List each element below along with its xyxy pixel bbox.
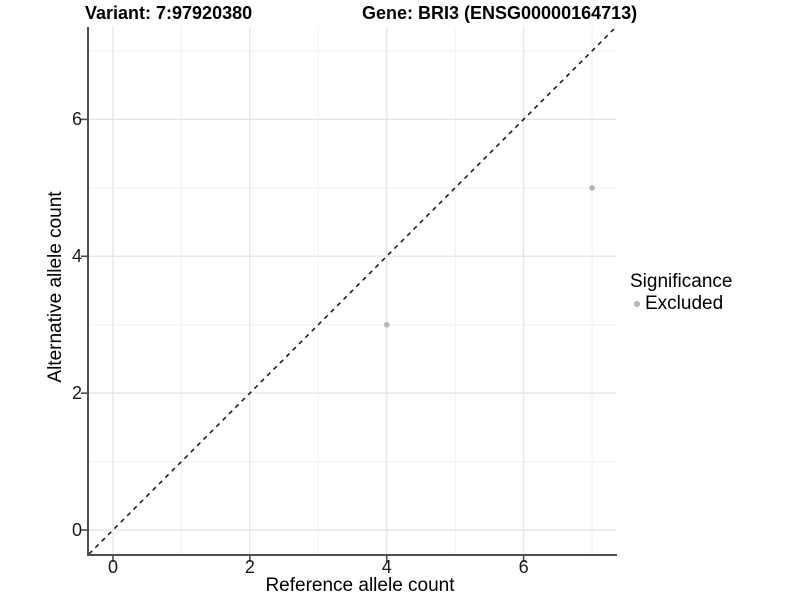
x-tick-label-6: 6 (518, 557, 529, 577)
y-tick-label-4: 4 (71, 246, 82, 267)
legend-item-label: Excluded (645, 293, 724, 314)
x-tick-label-4: 4 (381, 557, 392, 577)
excluded-point-icon (634, 301, 640, 307)
identity-reference-line (88, 26, 617, 555)
y-tick-label-0: 0 (71, 520, 82, 541)
x-tick-label-2: 2 (244, 557, 255, 577)
legend-item-excluded: Excluded (630, 293, 732, 315)
gene-title: Gene: BRI3 (ENSG00000164713) (362, 3, 638, 23)
x-tick-label-0: 0 (107, 557, 118, 577)
y-tick-label-2: 2 (71, 383, 82, 404)
y-tick-label-6: 6 (71, 109, 82, 130)
x-axis-title: Reference allele count (265, 575, 455, 596)
variant-title: Variant: 7:97920380 (85, 3, 253, 23)
legend: Significance Excluded (630, 271, 732, 315)
data-point-7-5 (589, 185, 595, 191)
legend-title: Significance (630, 271, 733, 292)
data-point-4-3 (383, 321, 390, 328)
